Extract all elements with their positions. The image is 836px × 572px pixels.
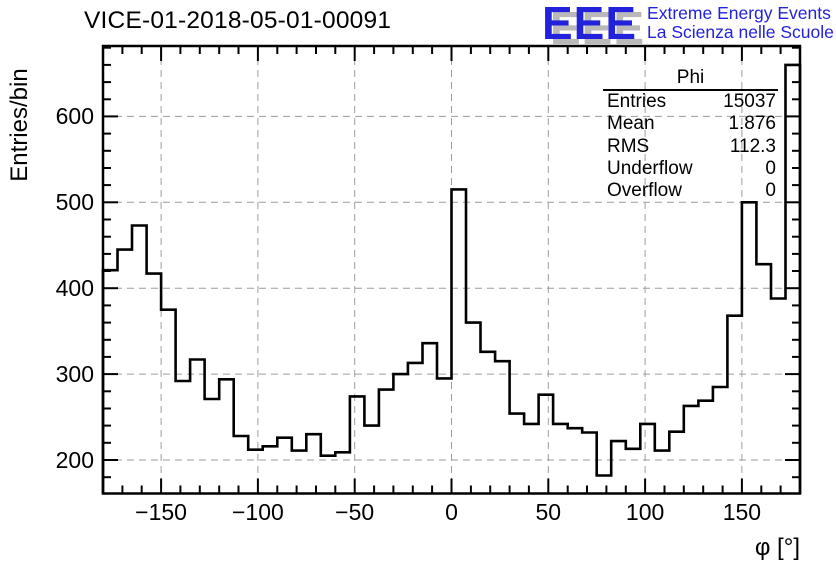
stats-row-label: Underflow — [607, 157, 693, 179]
x-tick-label: 150 — [722, 499, 762, 525]
x-tick-label: −50 — [335, 499, 375, 525]
stats-row-value: 1.876 — [728, 113, 776, 135]
plot-frame — [101, 44, 802, 495]
stats-rows: Entries 15037 Mean 1.876 RMS 112.3 Underflow 0 O… — [603, 91, 778, 202]
x-tick-label: 50 — [535, 499, 562, 525]
stats-row-label: Entries — [607, 91, 667, 112]
stats-row-label: Overflow — [607, 180, 682, 202]
eee-logo-line2: La Scienza nelle Scuole — [647, 21, 834, 42]
stats-box: Phi Entries 15037 Mean 1.876 RMS 112.3 Underfl… — [603, 66, 778, 202]
x-tick-label: 0 — [445, 499, 458, 525]
eee-logo: EEE Extreme Energy Events La Scienza nel… — [542, 0, 834, 46]
stats-row-value: 112.3 — [729, 135, 776, 157]
x-tick-label: −150 — [135, 499, 187, 525]
stats-title: Phi — [676, 67, 705, 88]
x-tick-label: −100 — [231, 499, 284, 525]
histogram-line — [101, 63, 802, 494]
eee-logo-line1: Extreme Energy Events — [647, 3, 831, 23]
y-tick-label: 300 — [55, 361, 94, 388]
y-tick-label: 200 — [55, 447, 94, 473]
plot-title: VICE-01-2018-05-01-00091 — [84, 7, 392, 34]
y-tick-label: 500 — [55, 189, 94, 216]
stats-row-value: 0 — [765, 157, 776, 179]
stats-underline — [603, 89, 778, 91]
stats-row-value: 0 — [765, 180, 776, 202]
stats-row: RMS 112.3 — [603, 136, 778, 158]
y-tick-label: 600 — [55, 103, 94, 130]
x-axis-title: φ [°] — [754, 534, 800, 561]
x-tick-label: 100 — [625, 499, 665, 525]
stats-row-label: Mean — [607, 113, 655, 135]
stats-row-label: RMS — [607, 135, 650, 157]
y-tick-label: 400 — [55, 275, 94, 302]
eee-logo-acronym: EEE — [542, 0, 638, 49]
stats-row: Entries 15037 — [603, 91, 778, 113]
stats-row-value: 15037 — [723, 91, 776, 112]
stats-row: Overflow 0 — [603, 180, 778, 202]
eee-logo-subtitle: Extreme Energy Events La Scienza nelle S… — [647, 4, 834, 46]
stats-row: Mean 1.876 — [603, 113, 778, 135]
stats-row: Underflow 0 — [603, 158, 778, 180]
